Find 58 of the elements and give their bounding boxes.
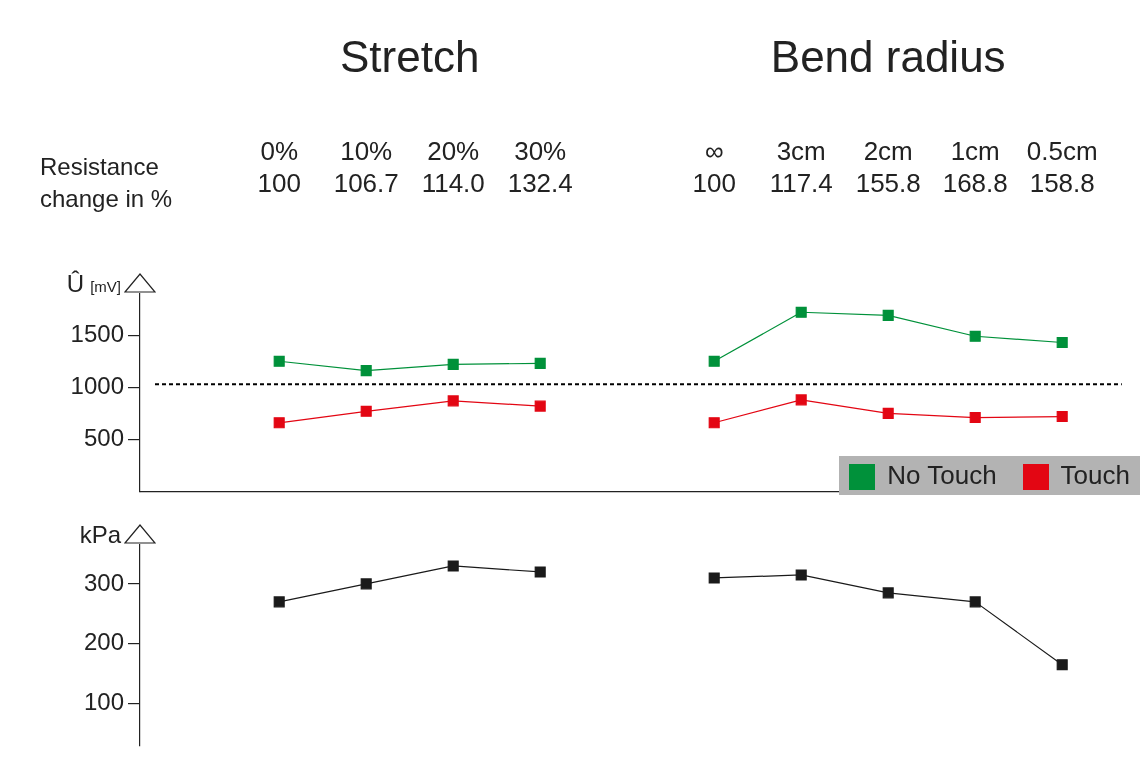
y-tick-label: 1500: [70, 319, 124, 347]
legend-label: No Touch: [886, 460, 997, 491]
point: [447, 395, 459, 407]
point: [882, 407, 894, 419]
text: Bend radius: [770, 32, 1006, 82]
x-tick-label: 3cm: [776, 136, 826, 167]
point: [795, 569, 807, 581]
point: [882, 587, 894, 599]
text: Resistance change in %: [40, 152, 173, 212]
text: 132.4: [507, 168, 573, 199]
point: [534, 357, 546, 369]
point: [273, 355, 285, 367]
y-tick-label: 200: [83, 628, 124, 656]
point: [534, 566, 546, 578]
text: 168.8: [942, 168, 1008, 199]
x-tick-label: 20%: [427, 136, 480, 167]
point: [360, 578, 372, 590]
point: [969, 330, 981, 342]
point: [882, 309, 894, 321]
point: [273, 596, 285, 608]
x-tick-label: 10%: [340, 136, 393, 167]
legend-label: Touch: [1059, 460, 1130, 491]
point: [1056, 336, 1068, 349]
y-tick-label: 100: [83, 688, 124, 716]
text: 100: [692, 168, 736, 199]
point: [1056, 659, 1068, 671]
x-tick-label: 0%: [260, 136, 298, 167]
y-tick-label: 500: [83, 424, 124, 452]
text: Stretch: [340, 32, 480, 82]
text: 114.0: [421, 168, 485, 199]
text: 117.4: [769, 168, 833, 199]
text: 106.7: [333, 168, 399, 199]
text: 158.8: [1029, 168, 1095, 199]
y-axis-title: kPa: [79, 521, 122, 548]
x-tick-label: 30%: [514, 136, 567, 167]
x-tick-label: ∞: [704, 136, 724, 167]
y-tick-label: 300: [83, 568, 124, 596]
point: [447, 560, 459, 572]
point: [795, 306, 807, 318]
point: [447, 358, 459, 370]
point: [273, 417, 285, 429]
x-tick-label: 2cm: [863, 136, 913, 167]
point: [795, 394, 807, 406]
point: [1056, 410, 1068, 423]
point: [708, 355, 720, 367]
point: [360, 365, 372, 377]
y-axis-title: Û [mV]: [66, 269, 122, 297]
point: [708, 572, 720, 584]
point: [969, 412, 981, 424]
x-tick-label: 1cm: [950, 136, 1000, 167]
point: [969, 596, 981, 608]
point: [708, 417, 720, 429]
x-tick-label: 0.5cm: [1026, 136, 1098, 167]
point: [534, 400, 546, 412]
point: [360, 405, 372, 417]
text: 100: [257, 168, 301, 199]
y-tick-label: 1000: [70, 371, 124, 399]
text: 155.8: [855, 168, 921, 199]
